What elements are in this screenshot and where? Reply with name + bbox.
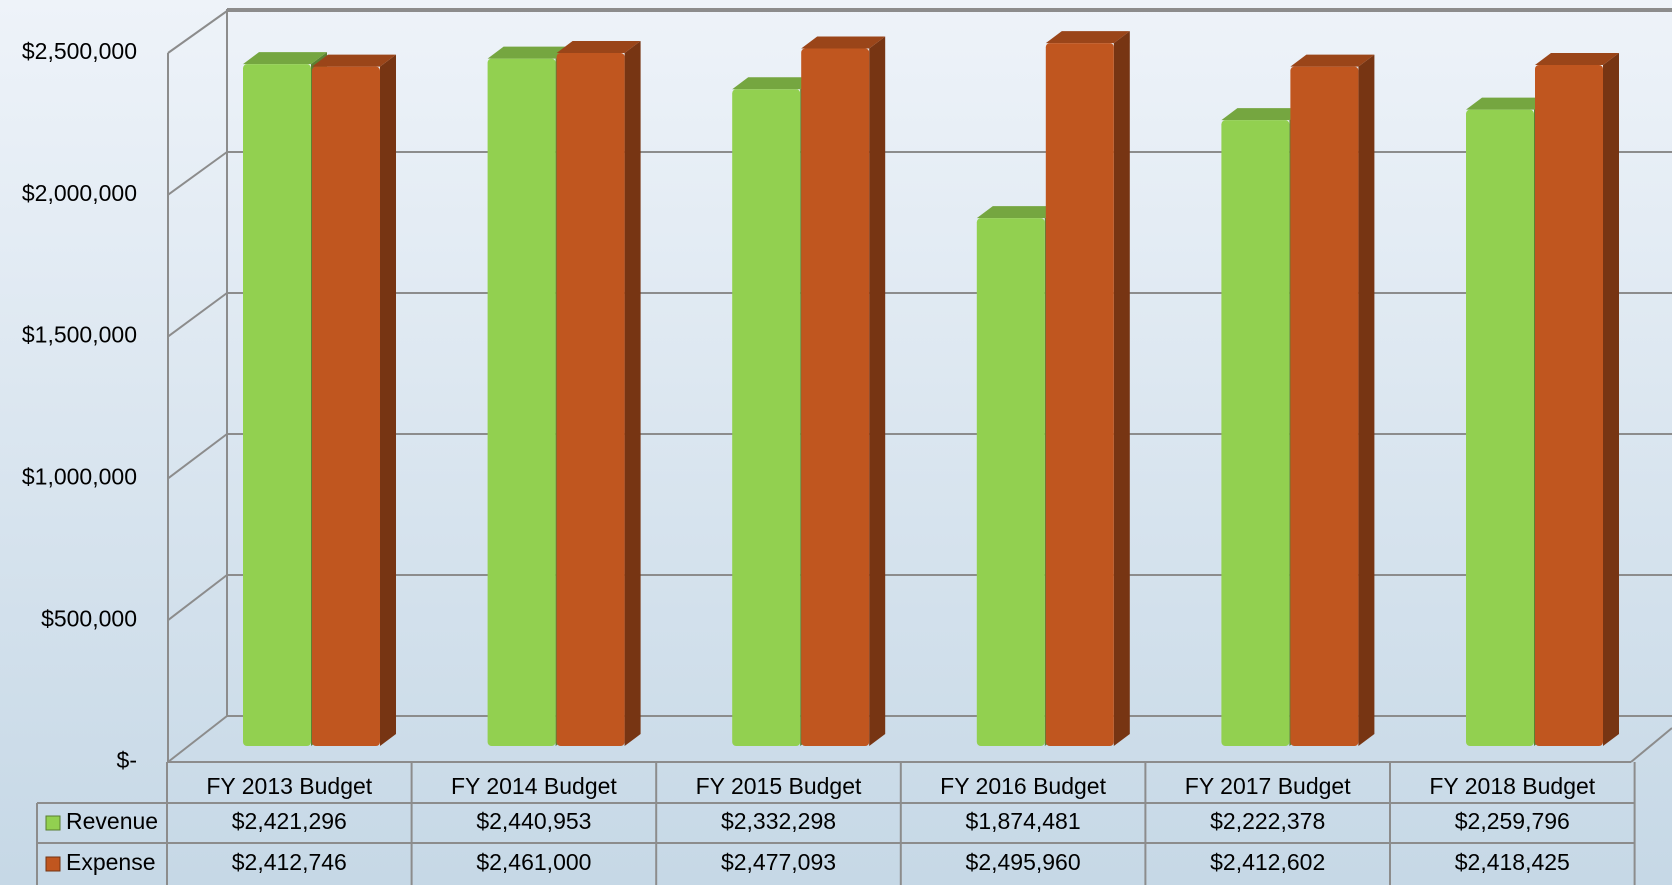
bar-top — [312, 54, 396, 67]
bar — [1466, 109, 1534, 746]
legend-label: Expense — [66, 849, 156, 875]
bar-side — [1358, 54, 1375, 747]
bar-top — [487, 46, 572, 59]
bar-top — [1221, 108, 1306, 121]
table-value: $2,440,953 — [476, 808, 591, 834]
bar-top — [1535, 52, 1619, 65]
bar — [1045, 43, 1114, 746]
table-value: $2,332,298 — [721, 808, 836, 834]
table-value: $2,418,425 — [1455, 849, 1570, 875]
bar — [556, 52, 625, 746]
bar — [1290, 66, 1359, 747]
grid-line — [167, 10, 228, 54]
y-tick-label: $1,000,000 — [22, 463, 137, 489]
bar-top — [801, 36, 886, 49]
bar-side — [869, 36, 886, 746]
legend-swatch — [45, 856, 61, 872]
table-value: $2,259,796 — [1455, 808, 1570, 834]
bar-group — [1290, 54, 1375, 747]
table-value: $2,412,746 — [232, 849, 347, 875]
floor-edge — [1630, 727, 1672, 763]
bar — [487, 58, 556, 747]
legend-swatch — [45, 815, 61, 831]
bar — [801, 48, 870, 746]
bar-group — [801, 36, 886, 746]
grid-line — [167, 292, 228, 338]
bar — [243, 64, 311, 747]
grid-line — [167, 433, 228, 480]
x-tick-label: FY 2018 Budget — [1429, 773, 1595, 799]
y-tick-label: $- — [117, 747, 137, 773]
bar-top — [556, 40, 641, 53]
x-tick-label: FY 2017 Budget — [1185, 773, 1351, 799]
bar-group — [1535, 52, 1619, 747]
bar-group — [312, 54, 396, 746]
table-value: $2,222,378 — [1210, 808, 1325, 834]
bar — [312, 66, 380, 746]
y-tick-label: $500,000 — [41, 605, 137, 631]
grid-line — [167, 715, 228, 763]
y-tick-label: $2,000,000 — [22, 180, 137, 206]
bar-side — [624, 40, 641, 746]
bar-side — [1603, 52, 1619, 747]
table-value: $1,874,481 — [966, 808, 1081, 834]
x-tick-label: FY 2013 Budget — [206, 773, 372, 799]
legend-label: Revenue — [66, 808, 158, 834]
grid-line — [167, 574, 228, 621]
bar-top — [1290, 54, 1375, 67]
table-value: $2,421,296 — [232, 808, 347, 834]
x-tick-label: FY 2014 Budget — [451, 773, 617, 799]
table-value: $2,412,602 — [1210, 849, 1325, 875]
bar — [1221, 120, 1290, 747]
table-value: $2,477,093 — [721, 849, 836, 875]
bar-top — [732, 77, 817, 90]
table-value: $2,461,000 — [476, 849, 591, 875]
x-tick-label: FY 2015 Budget — [696, 773, 862, 799]
bar-top — [243, 52, 327, 65]
bar-top — [976, 206, 1061, 219]
bar-group — [556, 40, 641, 746]
bar-top — [1466, 97, 1550, 110]
bar-side — [1113, 31, 1130, 746]
bar-top — [1045, 31, 1130, 44]
table-value: $2,495,960 — [966, 849, 1081, 875]
x-tick-label: FY 2016 Budget — [940, 773, 1106, 799]
grid-line — [167, 151, 228, 196]
bar — [1535, 64, 1603, 747]
y-tick-label: $2,500,000 — [22, 38, 137, 64]
bar-side — [380, 54, 396, 746]
y-tick-label: $1,500,000 — [22, 322, 137, 348]
bar — [732, 89, 801, 747]
bar-group — [1045, 31, 1130, 746]
bar — [976, 218, 1045, 747]
